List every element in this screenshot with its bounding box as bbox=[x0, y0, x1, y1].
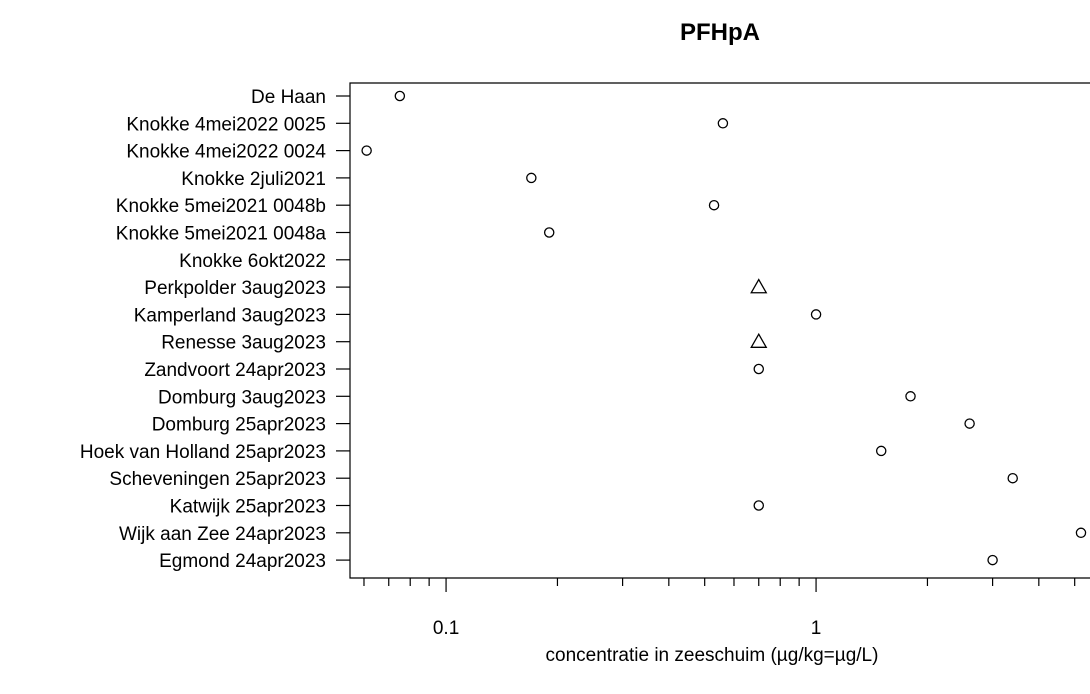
data-point-circle bbox=[810, 309, 822, 320]
category-label: Knokke 4mei2022 0025 bbox=[126, 114, 326, 135]
data-point-circle bbox=[753, 363, 765, 375]
data-point-triangle bbox=[750, 332, 768, 348]
data-points bbox=[361, 90, 1087, 566]
category-label: Domburg 3aug2023 bbox=[158, 387, 326, 408]
category-label: Renesse 3aug2023 bbox=[161, 333, 326, 354]
category-label: Scheveningen 25apr2023 bbox=[109, 469, 326, 490]
category-label: Knokke 4mei2022 0024 bbox=[126, 142, 326, 163]
x-tick-labels: 0.1 1 bbox=[433, 618, 822, 639]
data-point-circle bbox=[987, 554, 998, 566]
category-label: Perkpolder 3aug2023 bbox=[144, 278, 326, 299]
data-point-circle bbox=[543, 227, 555, 238]
data-point-circle bbox=[753, 500, 765, 511]
data-point-circle bbox=[964, 418, 975, 429]
category-label: Zandvoort 24apr2023 bbox=[144, 360, 326, 381]
data-point-circle bbox=[394, 90, 406, 102]
axes bbox=[336, 82, 1090, 592]
data-point-circle bbox=[1007, 472, 1018, 484]
category-label: Knokke 5mei2021 0048b bbox=[116, 196, 326, 217]
data-point-circle bbox=[875, 445, 887, 457]
category-label: Hoek van Holland 25apr2023 bbox=[80, 442, 326, 463]
category-label: Wijk aan Zee 24apr2023 bbox=[119, 524, 326, 545]
x-tick-label: 1 bbox=[811, 618, 822, 639]
data-point-circle bbox=[905, 391, 916, 402]
plot-frame bbox=[349, 82, 1090, 579]
chart-title: PFHpA bbox=[680, 19, 760, 46]
data-point-circle bbox=[1075, 527, 1087, 539]
category-label: Knokke 5mei2021 0048a bbox=[116, 224, 327, 245]
category-label: Kamperland 3aug2023 bbox=[134, 305, 326, 326]
category-labels: De Haan Knokke 4mei2022 0025 Knokke 4mei20… bbox=[80, 87, 327, 572]
category-label: Domburg 25apr2023 bbox=[152, 415, 326, 436]
category-label: Egmond 24apr2023 bbox=[159, 551, 326, 572]
data-point-circle bbox=[361, 145, 372, 156]
category-label: Katwijk 25apr2023 bbox=[170, 497, 326, 518]
x-tick-label: 0.1 bbox=[433, 618, 459, 639]
data-point-circle bbox=[708, 199, 720, 211]
category-label: Knokke 2juli2021 bbox=[181, 169, 326, 190]
data-point-triangle bbox=[750, 278, 768, 294]
data-point-circle bbox=[717, 118, 729, 129]
data-point-circle bbox=[526, 172, 537, 184]
category-label: Knokke 6okt2022 bbox=[179, 251, 326, 272]
x-axis-label: concentratie in zeeschuim (µg/kg=µg/L) bbox=[546, 645, 879, 666]
category-label: De Haan bbox=[251, 87, 326, 108]
